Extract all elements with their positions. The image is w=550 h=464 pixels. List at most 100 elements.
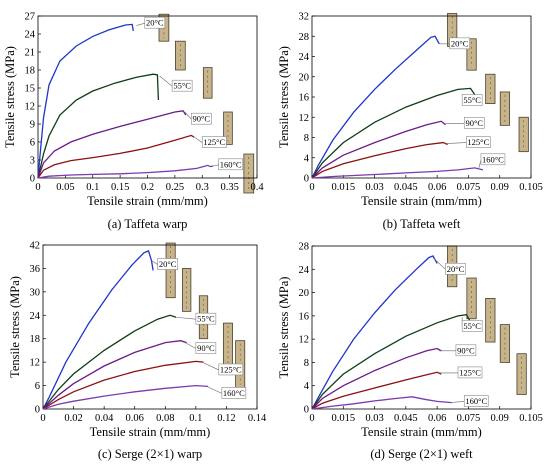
x-tick-label: 0.015 (331, 182, 355, 193)
temperature-label: 20°C (159, 259, 177, 269)
x-tick-label: 0.1 (86, 182, 99, 193)
temperature-label: 20°C (451, 38, 469, 48)
callout-box (195, 312, 217, 325)
callout-box (445, 262, 466, 275)
callout-box (463, 117, 485, 129)
series-line-160C (37, 164, 214, 179)
temperature-label: 90°C (457, 345, 475, 355)
callout-leader (478, 159, 482, 168)
specimen-photo (516, 353, 527, 395)
y-tick-label: 24 (30, 311, 41, 322)
series-line-160C (311, 396, 452, 410)
y-tick-label: 12 (299, 113, 310, 124)
x-tick-label: 0.09 (491, 413, 509, 424)
specimen-photo (222, 322, 233, 367)
temperature-label: 125°C (220, 364, 242, 374)
callout-leader (185, 342, 197, 349)
x-tick-label: 0.05 (56, 182, 74, 193)
x-tick-label: 0.09 (491, 182, 509, 193)
y-tick-label: 30 (30, 287, 41, 298)
specimen-photo (466, 38, 477, 71)
y-tick-label: 24 (25, 30, 36, 41)
callout-box (218, 158, 243, 171)
panel-caption: (c) Serge (2×1) warp (98, 447, 202, 461)
y-tick-label: 8 (304, 358, 309, 369)
x-tick-label: 0.12 (217, 413, 235, 424)
series-line-55C (311, 313, 472, 410)
y-tick-label: 28 (299, 32, 310, 43)
panel-caption: (a) Taffeta warp (108, 217, 188, 231)
panel-taffeta-warp: 0 0.05 0.1 0.15 0.2 0.25 0.3 0.35 0.4 0 3 6 9 12 15 18 2… (3, 12, 264, 232)
series-line-90C (42, 340, 187, 410)
y-tick-label: 6 (30, 138, 35, 149)
callout-box (144, 16, 166, 29)
callout-leader (184, 111, 192, 120)
temperature-label: 55°C (463, 321, 481, 331)
y-tick-label: 4 (304, 381, 310, 392)
y-tick-label: 0 (35, 405, 40, 416)
callout-leader (432, 257, 446, 270)
callout-leader (136, 22, 145, 26)
series-line-160C (42, 384, 209, 410)
x-tick-label: 0.02 (64, 413, 82, 424)
y-tick-label: 12 (30, 358, 41, 369)
callout-leader (151, 260, 158, 265)
y-tick-label: 18 (25, 66, 36, 77)
x-tick-label: 0.3 (196, 182, 209, 193)
specimen-photo (202, 67, 213, 99)
series-line-160C (311, 167, 484, 179)
specimen-photo (485, 297, 496, 343)
x-tick-label: 0.06 (126, 413, 144, 424)
specimen-photo (223, 111, 233, 145)
y-tick-label: 3 (30, 156, 35, 167)
series-line-20C (311, 255, 438, 410)
callout-box (157, 258, 178, 270)
y-tick-label: 24 (299, 52, 310, 63)
y-tick-label: 28 (299, 242, 310, 253)
temperature-label: 55°C (197, 314, 215, 324)
y-tick-label: 12 (299, 335, 310, 346)
callout-box (449, 37, 470, 50)
callout-box (191, 112, 212, 125)
x-tick-label: 0 (40, 413, 45, 424)
y-tick-label: 32 (299, 12, 310, 23)
y-axis-title: Tensile stress (MPa) (277, 46, 291, 148)
x-tick-label: 0.06 (428, 413, 446, 424)
y-tick-label: 8 (304, 133, 309, 144)
y-tick-label: 16 (299, 311, 310, 322)
specimen-photo (182, 268, 192, 312)
x-tick-label: 0 (309, 413, 314, 424)
callout-box (171, 79, 193, 92)
plot-frame (42, 244, 258, 410)
y-tick-label: 27 (25, 12, 36, 23)
x-tick-label: 0.105 (519, 413, 543, 424)
series-line-125C (311, 371, 442, 410)
callout-box (218, 363, 244, 376)
y-tick-label: 9 (30, 120, 35, 131)
y-tick-label: 42 (30, 241, 41, 252)
series-line-125C (37, 134, 195, 179)
y-axis-title: Tensile stress (MPa) (277, 277, 291, 379)
panel-caption: (b) Taffeta weft (383, 217, 461, 231)
x-tick-label: 0.15 (111, 182, 129, 193)
specimen-photo (518, 116, 529, 153)
y-tick-label: 6 (35, 381, 40, 392)
x-tick-label: 0.03 (365, 182, 383, 193)
x-tick-label: 0 (309, 182, 314, 193)
temperature-label: 20°C (447, 264, 465, 274)
series-line-90C (311, 347, 442, 410)
temperature-label: 160°C (223, 388, 245, 398)
panel-taffeta-weft: 0 0.015 0.03 0.045 0.06 0.075 0.09 0.105 0 4 8 12 16… (277, 12, 543, 232)
x-tick-label: 0.075 (457, 413, 481, 424)
callout-box (466, 136, 491, 148)
y-tick-label: 12 (25, 102, 36, 113)
series-line-55C (311, 87, 476, 179)
y-axis-title: Tensile stress (MPa) (3, 46, 17, 148)
panel-serge-weft: 0 0.015 0.03 0.045 0.06 0.075 0.09 0.105 0 4 8 12 16… (277, 242, 543, 462)
x-tick-label: 0.14 (248, 413, 267, 424)
x-tick-label: 0.015 (331, 413, 355, 424)
temperature-label: 125°C (467, 137, 489, 147)
series-line-125C (42, 360, 204, 410)
y-tick-label: 0 (304, 405, 309, 416)
